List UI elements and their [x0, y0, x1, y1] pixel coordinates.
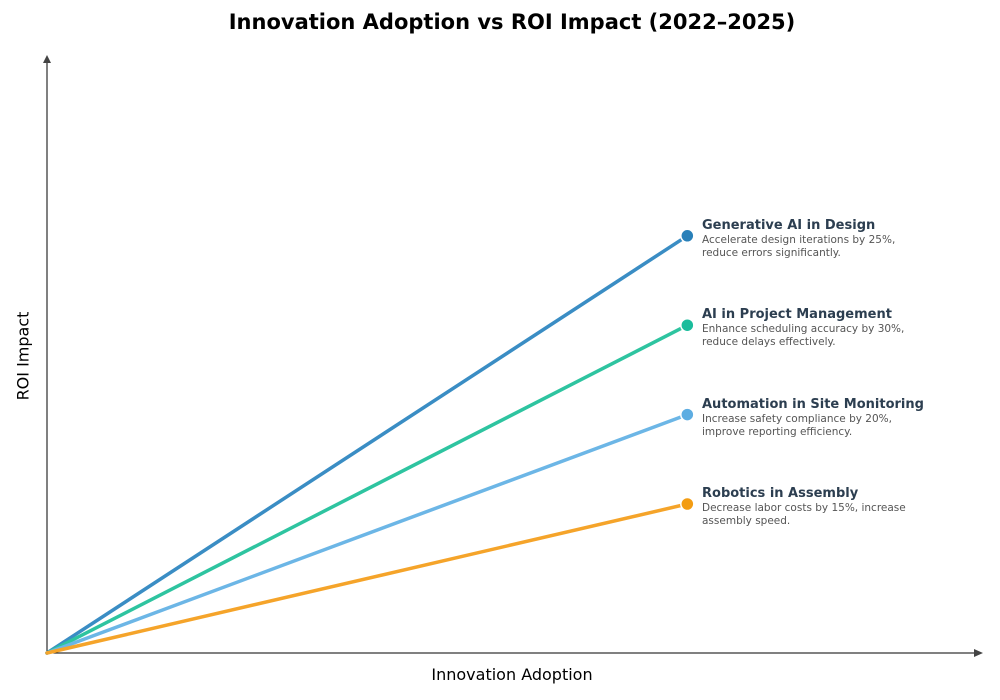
y-axis-arrow	[43, 55, 51, 63]
series-line	[45, 412, 690, 655]
chart-title: Innovation Adoption vs ROI Impact (2022–…	[228, 10, 796, 34]
series-marker	[680, 317, 695, 333]
series-line	[45, 323, 690, 655]
series-line	[45, 234, 690, 655]
series-description: Increase safety compliance by 20%, impro…	[702, 412, 892, 438]
x-axis-label: Innovation Adoption	[431, 665, 593, 684]
series-annotation: AI in Project Management Enhance scheduli…	[702, 307, 932, 349]
y-axis-label: ROI Impact	[13, 311, 33, 401]
series-name: Generative AI in Design	[702, 217, 876, 233]
series-description: Enhance scheduling accuracy by 30%, redu…	[702, 323, 905, 349]
series-name: Automation in Site Monitoring	[702, 396, 924, 412]
series-description: Accelerate design iterations by 25%, red…	[702, 233, 896, 259]
series-description: Decrease labor costs by 15%, increase as…	[702, 502, 906, 527]
series-annotation: Automation in Site Monitoring Increase sa…	[702, 397, 932, 439]
series-annotation: Robotics in Assembly Decrease labor costs…	[702, 486, 932, 528]
series-line	[45, 502, 690, 655]
series-name: Robotics in Assembly	[702, 486, 859, 501]
series-marker	[680, 228, 695, 244]
series-marker	[680, 496, 695, 512]
series-annotation: Generative AI in Design Accelerate design…	[702, 218, 932, 260]
series-name: AI in Project Management	[702, 307, 892, 323]
x-axis-arrow	[974, 649, 983, 657]
series-marker	[680, 407, 695, 422]
